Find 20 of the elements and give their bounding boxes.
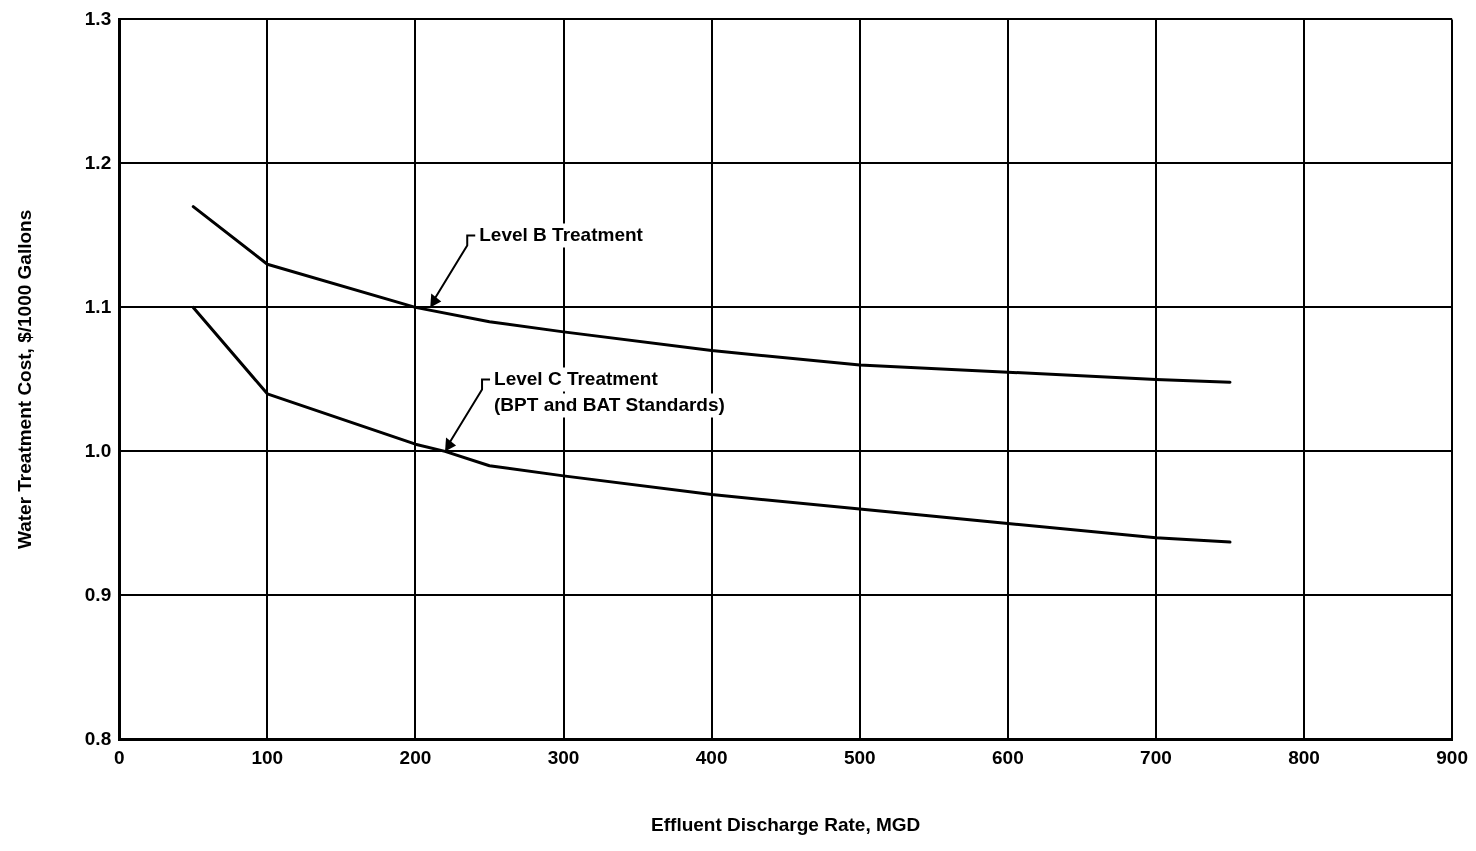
x-tick-label: 100 — [251, 747, 284, 769]
y-tick-label: 1.0 — [84, 439, 112, 461]
x-tick-label: 0 — [113, 747, 125, 769]
annotation: Level C Treatment (BPT and BAT Standards) — [494, 367, 725, 415]
x-axis-title: Effluent Discharge Rate, MGD — [651, 813, 921, 835]
x-tick-label: 400 — [695, 747, 728, 769]
y-tick-label: 0.8 — [84, 727, 112, 749]
y-tick-label: 0.9 — [84, 583, 112, 605]
y-tick-label: 1.1 — [84, 295, 112, 317]
x-tick-label: 700 — [1140, 747, 1172, 769]
x-tick-label: 900 — [1436, 747, 1468, 769]
y-tick-label: 1.2 — [84, 151, 112, 173]
x-tick-label: 300 — [547, 747, 580, 769]
y-tick-label: 1.3 — [84, 7, 112, 29]
x-tick-label: 500 — [843, 747, 876, 769]
x-tick-label: 800 — [1288, 747, 1320, 769]
y-axis-title: Water Treatment Cost, $/1000 Gallons — [13, 209, 35, 550]
x-tick-label: 600 — [991, 747, 1024, 769]
x-tick-label: 200 — [399, 747, 432, 769]
annotation: Level B Treatment — [479, 223, 644, 245]
